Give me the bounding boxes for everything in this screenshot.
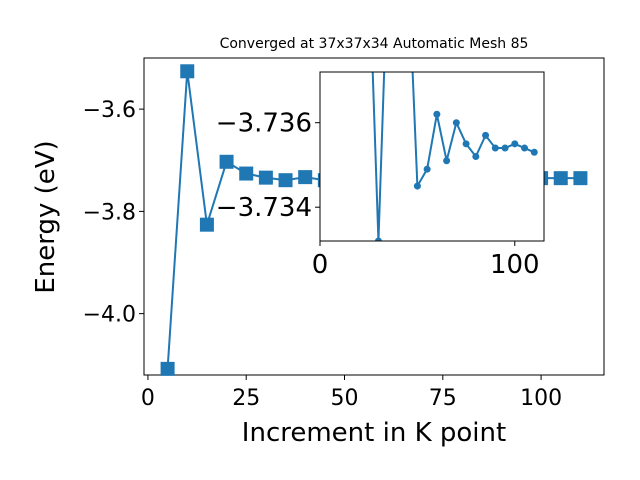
- inset-data-point: [521, 144, 529, 152]
- main-x-ticks: 0 25 50 75 100: [141, 375, 562, 411]
- inset-x-ticks: 0 100: [312, 241, 540, 280]
- y-axis-label: Energy (eV): [31, 140, 61, 293]
- inset-data-point: [472, 153, 480, 160]
- inset-data-point: [511, 140, 519, 148]
- inset-x-tick-label: 100: [490, 250, 540, 280]
- main-x-tick-label: 50: [331, 386, 359, 411]
- inset-data-point: [530, 148, 538, 156]
- main-data-point: [219, 154, 234, 169]
- inset-data-point: [374, 237, 382, 241]
- inset-background: [320, 72, 544, 241]
- main-y-tick-label: −3.8: [83, 200, 136, 225]
- inset-data-point: [482, 131, 490, 139]
- inset-data-point: [433, 110, 441, 118]
- main-data-point: [573, 171, 588, 186]
- x-axis-label: Increment in K point: [242, 418, 506, 448]
- inset-data-point: [452, 119, 460, 127]
- main-data-point: [239, 166, 254, 181]
- main-data-point: [180, 64, 195, 79]
- main-data-point: [258, 170, 273, 185]
- inset-y-tick-label: −3.734: [216, 193, 312, 223]
- main-data-point: [278, 173, 293, 188]
- main-x-tick-label: 25: [232, 386, 260, 411]
- inset-y-ticks: −3.736 −3.734: [216, 109, 320, 223]
- inset-data-point: [501, 144, 509, 152]
- main-axes-frame: [143, 57, 605, 376]
- inset-x-tick-label: 0: [312, 250, 329, 280]
- main-data-point: [199, 217, 214, 232]
- inset-plot: 0 100 −3.736 −3.734: [216, 71, 545, 280]
- main-data-point: [298, 170, 313, 185]
- chart-title: Converged at 37x37x34 Automatic Mesh 85: [220, 36, 529, 52]
- main-data-point: [553, 171, 568, 186]
- main-y-ticks: −3.6 −3.8 −4.0: [83, 98, 144, 328]
- main-y-tick-label: −3.6: [83, 98, 136, 123]
- inset-series: [371, 72, 538, 241]
- inset-axes-frame: [319, 71, 545, 242]
- main-x-tick-label: 0: [141, 386, 155, 411]
- inset-data-point: [413, 182, 421, 190]
- main-x-tick-label: 75: [429, 386, 457, 411]
- inset-data-point: [443, 157, 451, 165]
- inset-y-tick-label: −3.736: [216, 109, 312, 139]
- inset-data-point: [491, 144, 499, 152]
- main-data-point: [160, 361, 175, 376]
- inset-data-point: [462, 140, 470, 148]
- inset-data-point: [423, 165, 431, 173]
- main-x-tick-label: 100: [520, 386, 562, 411]
- main-y-tick-label: −4.0: [83, 303, 136, 328]
